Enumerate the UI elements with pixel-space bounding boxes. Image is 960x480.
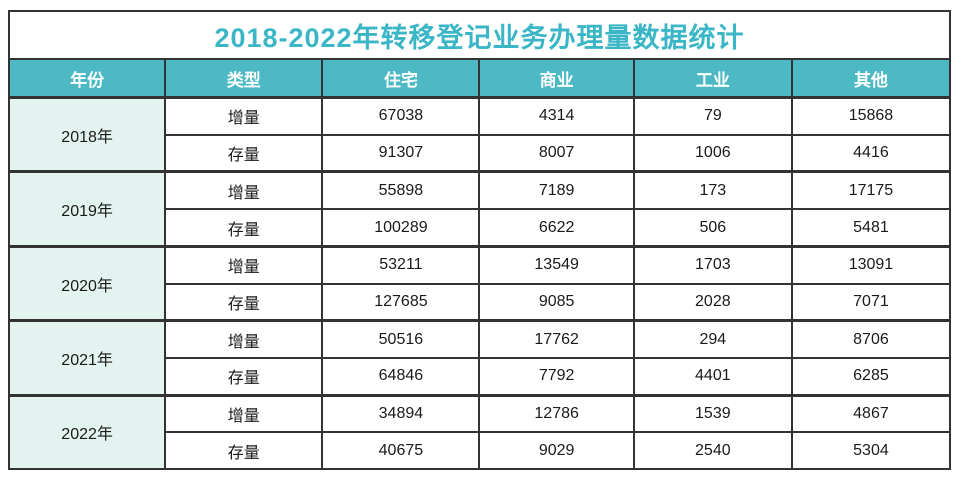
value-cell: 2540 bbox=[632, 431, 793, 470]
type-cell: 存量 bbox=[164, 431, 324, 470]
table-body: 2018年 增量 67038 4314 79 15868 存量 91307 8007 1006 44… bbox=[7, 95, 952, 470]
value-cell: 53211 bbox=[321, 244, 481, 285]
type-cell: 存量 bbox=[164, 134, 324, 173]
table-header-row: 年份 类型 住宅 商业 工业 其他 bbox=[7, 58, 952, 99]
value-cell: 7792 bbox=[478, 357, 635, 397]
value-cell: 40675 bbox=[321, 431, 481, 470]
value-cell: 50516 bbox=[321, 319, 481, 360]
value-cell: 13091 bbox=[790, 244, 952, 285]
column-header-residential: 住宅 bbox=[321, 58, 481, 99]
year-cell: 2019年 bbox=[7, 170, 167, 248]
table-row: 2019年 增量 55898 7189 173 17175 bbox=[7, 170, 952, 248]
value-cell: 5304 bbox=[790, 431, 952, 470]
year-cell: 2021年 bbox=[7, 319, 167, 397]
value-cell: 6622 bbox=[478, 208, 635, 248]
column-header-other: 其他 bbox=[790, 58, 952, 99]
type-cell: 存量 bbox=[164, 357, 324, 397]
value-cell: 7071 bbox=[790, 283, 952, 322]
table-row: 存量 91307 8007 1006 4416 bbox=[9, 134, 952, 173]
year-cell: 2018年 bbox=[7, 95, 167, 173]
value-cell: 79 bbox=[632, 95, 793, 136]
value-cell: 7189 bbox=[478, 170, 635, 211]
value-cell: 9029 bbox=[478, 431, 635, 470]
type-cell: 存量 bbox=[164, 208, 324, 248]
value-cell: 1703 bbox=[632, 244, 793, 285]
value-cell: 55898 bbox=[321, 170, 481, 211]
type-cell: 增量 bbox=[164, 95, 324, 136]
value-cell: 1539 bbox=[632, 393, 793, 434]
value-cell: 8007 bbox=[478, 134, 635, 173]
table-row: 2021年 增量 50516 17762 294 8706 bbox=[7, 319, 952, 397]
value-cell: 5481 bbox=[790, 208, 952, 248]
value-cell: 17175 bbox=[790, 170, 952, 211]
year-cell: 2020年 bbox=[7, 244, 167, 322]
year-cell: 2022年 bbox=[7, 393, 167, 470]
value-cell: 4416 bbox=[790, 134, 952, 173]
value-cell: 294 bbox=[632, 319, 793, 360]
value-cell: 4314 bbox=[478, 95, 635, 136]
value-cell: 13549 bbox=[478, 244, 635, 285]
value-cell: 100289 bbox=[321, 208, 481, 248]
column-header-year: 年份 bbox=[7, 58, 167, 99]
type-cell: 增量 bbox=[164, 393, 324, 434]
value-cell: 17762 bbox=[478, 319, 635, 360]
value-cell: 12786 bbox=[478, 393, 635, 434]
value-cell: 67038 bbox=[321, 95, 481, 136]
value-cell: 15868 bbox=[790, 95, 952, 136]
table-row: 2018年 增量 67038 4314 79 15868 bbox=[7, 95, 952, 173]
type-cell: 增量 bbox=[164, 319, 324, 360]
type-cell: 增量 bbox=[164, 170, 324, 211]
value-cell: 6285 bbox=[790, 357, 952, 397]
table-row: 2020年 增量 53211 13549 1703 13091 bbox=[7, 244, 952, 322]
value-cell: 4401 bbox=[632, 357, 793, 397]
statistics-table: 2018-2022年转移登记业务办理量数据统计 年份 类型 住宅 商业 工业 其… bbox=[7, 10, 952, 470]
table-row: 存量 100289 6622 506 5481 bbox=[9, 208, 952, 248]
value-cell: 91307 bbox=[321, 134, 481, 173]
table-row: 2022年 增量 34894 12786 1539 4867 bbox=[7, 393, 952, 470]
type-cell: 增量 bbox=[164, 244, 324, 285]
table-title-row: 2018-2022年转移登记业务办理量数据统计 bbox=[8, 10, 951, 60]
value-cell: 9085 bbox=[478, 283, 635, 322]
value-cell: 34894 bbox=[321, 393, 481, 434]
column-header-commercial: 商业 bbox=[478, 58, 635, 99]
table-row: 存量 40675 9029 2540 5304 bbox=[9, 431, 952, 470]
value-cell: 8706 bbox=[790, 319, 952, 360]
value-cell: 2028 bbox=[632, 283, 793, 322]
table-row: 存量 127685 9085 2028 7071 bbox=[9, 283, 952, 322]
column-header-type: 类型 bbox=[164, 58, 324, 99]
value-cell: 127685 bbox=[321, 283, 481, 322]
value-cell: 1006 bbox=[632, 134, 793, 173]
table-row: 存量 64846 7792 4401 6285 bbox=[9, 357, 952, 397]
column-header-industrial: 工业 bbox=[632, 58, 793, 99]
table-title: 2018-2022年转移登记业务办理量数据统计 bbox=[8, 10, 951, 60]
value-cell: 4867 bbox=[790, 393, 952, 434]
type-cell: 存量 bbox=[164, 283, 324, 322]
value-cell: 506 bbox=[632, 208, 793, 248]
value-cell: 173 bbox=[632, 170, 793, 211]
value-cell: 64846 bbox=[321, 357, 481, 397]
